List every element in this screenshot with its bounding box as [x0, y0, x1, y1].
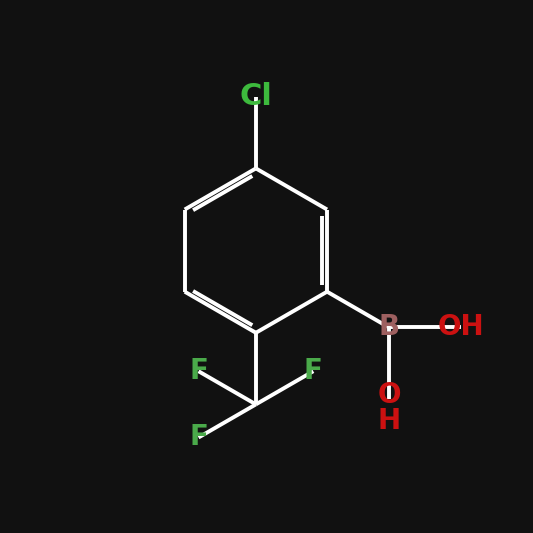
Text: F: F [189, 357, 208, 385]
Text: Cl: Cl [239, 82, 272, 111]
Text: B: B [378, 313, 400, 342]
Text: F: F [189, 424, 208, 451]
Text: OH: OH [438, 313, 484, 342]
Text: H: H [377, 407, 401, 435]
Text: F: F [304, 357, 322, 385]
Text: O: O [377, 381, 401, 409]
